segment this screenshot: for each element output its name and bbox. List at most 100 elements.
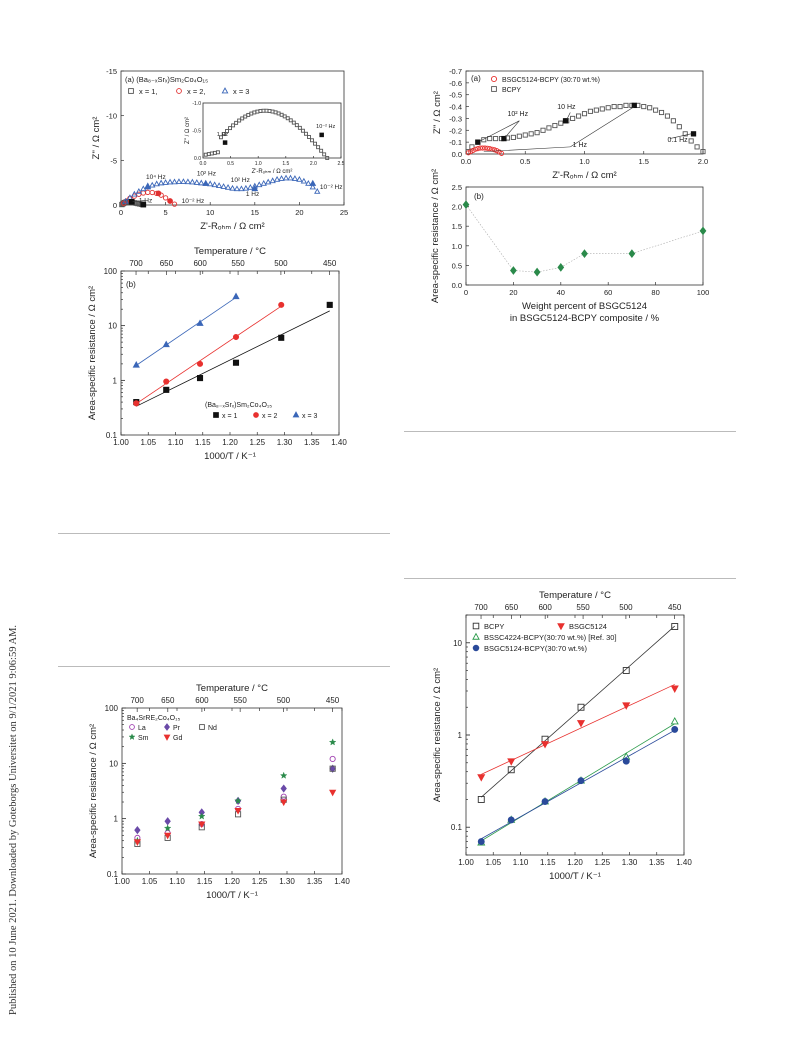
top-tick-label: 500: [274, 259, 288, 268]
frequency-marker: [167, 198, 173, 204]
legend-marker: [176, 88, 182, 94]
x-tick-label: 60: [604, 288, 612, 297]
inset-point: [325, 156, 330, 160]
inset-point: [285, 116, 290, 121]
data-point: [232, 333, 240, 341]
data-point: [611, 104, 617, 110]
annotation: 10⁻² Hz: [320, 184, 343, 191]
top-tick-label: 500: [277, 696, 291, 705]
x-tick-label: 1.20: [222, 438, 238, 447]
data-point: [198, 821, 206, 829]
inset-point: [243, 114, 248, 119]
inset-point: [231, 123, 236, 128]
inset-marker: [222, 140, 228, 145]
data-point: [593, 107, 599, 113]
data-point: [163, 386, 170, 393]
data-point: [163, 824, 172, 832]
y-tick-label: -5: [110, 156, 117, 165]
inset-point: [270, 109, 275, 114]
frequency-marker: [251, 184, 259, 192]
data-point: [581, 111, 588, 117]
data-point: [232, 359, 240, 366]
frequency-marker: [690, 131, 697, 137]
data-point: [472, 146, 479, 152]
inset-x-title: Z'-Rₒₕₘ / Ω cm²: [252, 169, 293, 175]
inset-point: [303, 131, 308, 136]
data-point: [700, 149, 706, 155]
x-tick-label: 1.20: [224, 877, 240, 886]
annotation: 10² Hz: [197, 171, 216, 178]
data-point: [534, 130, 540, 136]
y-tick-label: 10: [108, 322, 117, 331]
x-tick-label: 1.05: [485, 858, 501, 867]
inset-point: [258, 109, 263, 113]
top-tick-label: 650: [160, 259, 174, 268]
data-point: [487, 146, 493, 152]
data-point: [279, 771, 288, 779]
legend-title: Ba₄SrRE₂Co₄O₁₅: [127, 715, 180, 722]
y-tick-label: -0.5: [449, 91, 462, 100]
legend-label: BCPY: [502, 87, 521, 94]
data-point: [175, 178, 183, 184]
inset-point: [225, 129, 229, 133]
data-point: [164, 817, 171, 826]
data-point: [140, 190, 146, 196]
legend-marker: [557, 623, 565, 631]
top-tick-label: 700: [130, 696, 144, 705]
data-point: [171, 178, 178, 185]
data-point: [546, 125, 552, 131]
data-point: [462, 200, 470, 210]
data-point: [510, 266, 517, 275]
top-tick-label: 550: [576, 603, 590, 612]
y-tick-label: 1.5: [452, 222, 462, 231]
data-point: [197, 812, 206, 820]
x-tick-label: 1.00: [113, 438, 129, 447]
data-point: [184, 178, 192, 185]
divider: [404, 431, 736, 432]
x-tick-label: 1.40: [334, 877, 350, 886]
legend-label: x = 3: [302, 413, 317, 420]
inset-point: [291, 120, 296, 125]
inset-point: [212, 150, 217, 155]
inset-point: [252, 110, 257, 115]
legend-marker: [164, 723, 170, 731]
data-point: [291, 175, 299, 181]
data-point: [671, 623, 679, 630]
inset-point: [234, 120, 239, 125]
top-tick-label: 450: [668, 603, 682, 612]
legend-marker: [199, 724, 205, 730]
data-point: [189, 178, 196, 185]
legend-marker: [472, 644, 480, 652]
data-point: [282, 174, 290, 181]
inset-tick-label: 0.0: [200, 161, 207, 167]
data-point: [135, 188, 143, 194]
x-tick-label: 1.35: [304, 438, 320, 447]
data-point: [577, 703, 585, 711]
data-point: [136, 191, 142, 197]
inset-point: [228, 126, 232, 131]
y-tick-label: 0: [113, 201, 117, 210]
x-tick-label: 1.10: [169, 877, 185, 886]
data-point: [133, 400, 140, 407]
top-tick-label: 700: [474, 603, 488, 612]
x-tick-label: 1.40: [331, 438, 347, 447]
inset-tick-label: -0.5: [192, 129, 201, 135]
y-tick-label: 0.0: [452, 150, 462, 159]
data-point: [676, 124, 682, 130]
data-point: [653, 107, 659, 113]
data-point: [329, 765, 336, 772]
data-point: [482, 145, 488, 151]
data-point: [477, 145, 483, 151]
y-axis-title: Area-specific resistance / Ω cm²: [87, 286, 98, 420]
data-point: [273, 175, 281, 182]
inset-marker: [319, 132, 324, 138]
inset-point: [279, 112, 284, 117]
data-point: [516, 133, 522, 139]
x-axis-title: Weight percent of BSGC5124: [522, 301, 647, 312]
legend-marker: [292, 411, 300, 418]
y-tick-label: -0.7: [449, 67, 462, 76]
y-tick-label: -10: [106, 112, 117, 121]
data-point: [664, 113, 670, 119]
data-point: [507, 816, 515, 824]
